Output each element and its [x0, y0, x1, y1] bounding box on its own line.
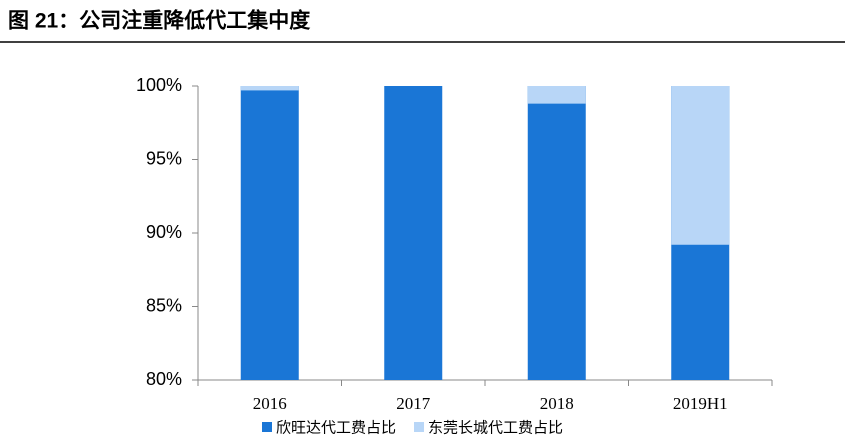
y-tick-label: 90% [146, 222, 182, 242]
bar [527, 86, 586, 380]
y-tick-label: 80% [146, 369, 182, 389]
bar [240, 86, 299, 380]
legend-swatch [262, 422, 272, 432]
x-tick-label: 2018 [540, 394, 574, 413]
x-tick-label: 2019H1 [673, 394, 728, 413]
y-tick-label: 100% [136, 75, 182, 95]
legend-label: 东莞长城代工费占比 [428, 419, 563, 437]
bar [384, 86, 443, 380]
legend-swatch [414, 422, 425, 432]
bar [671, 86, 730, 245]
y-tick-label: 85% [146, 295, 182, 315]
bar [240, 86, 299, 91]
legend-label: 欣旺达代工费占比 [276, 419, 396, 437]
y-tick-label: 95% [146, 148, 182, 168]
bar [527, 86, 586, 104]
x-tick-label: 2016 [253, 394, 287, 413]
x-tick-label: 2017 [396, 394, 431, 413]
chart-title: 图 21：公司注重降低代工集中度 [8, 9, 310, 33]
